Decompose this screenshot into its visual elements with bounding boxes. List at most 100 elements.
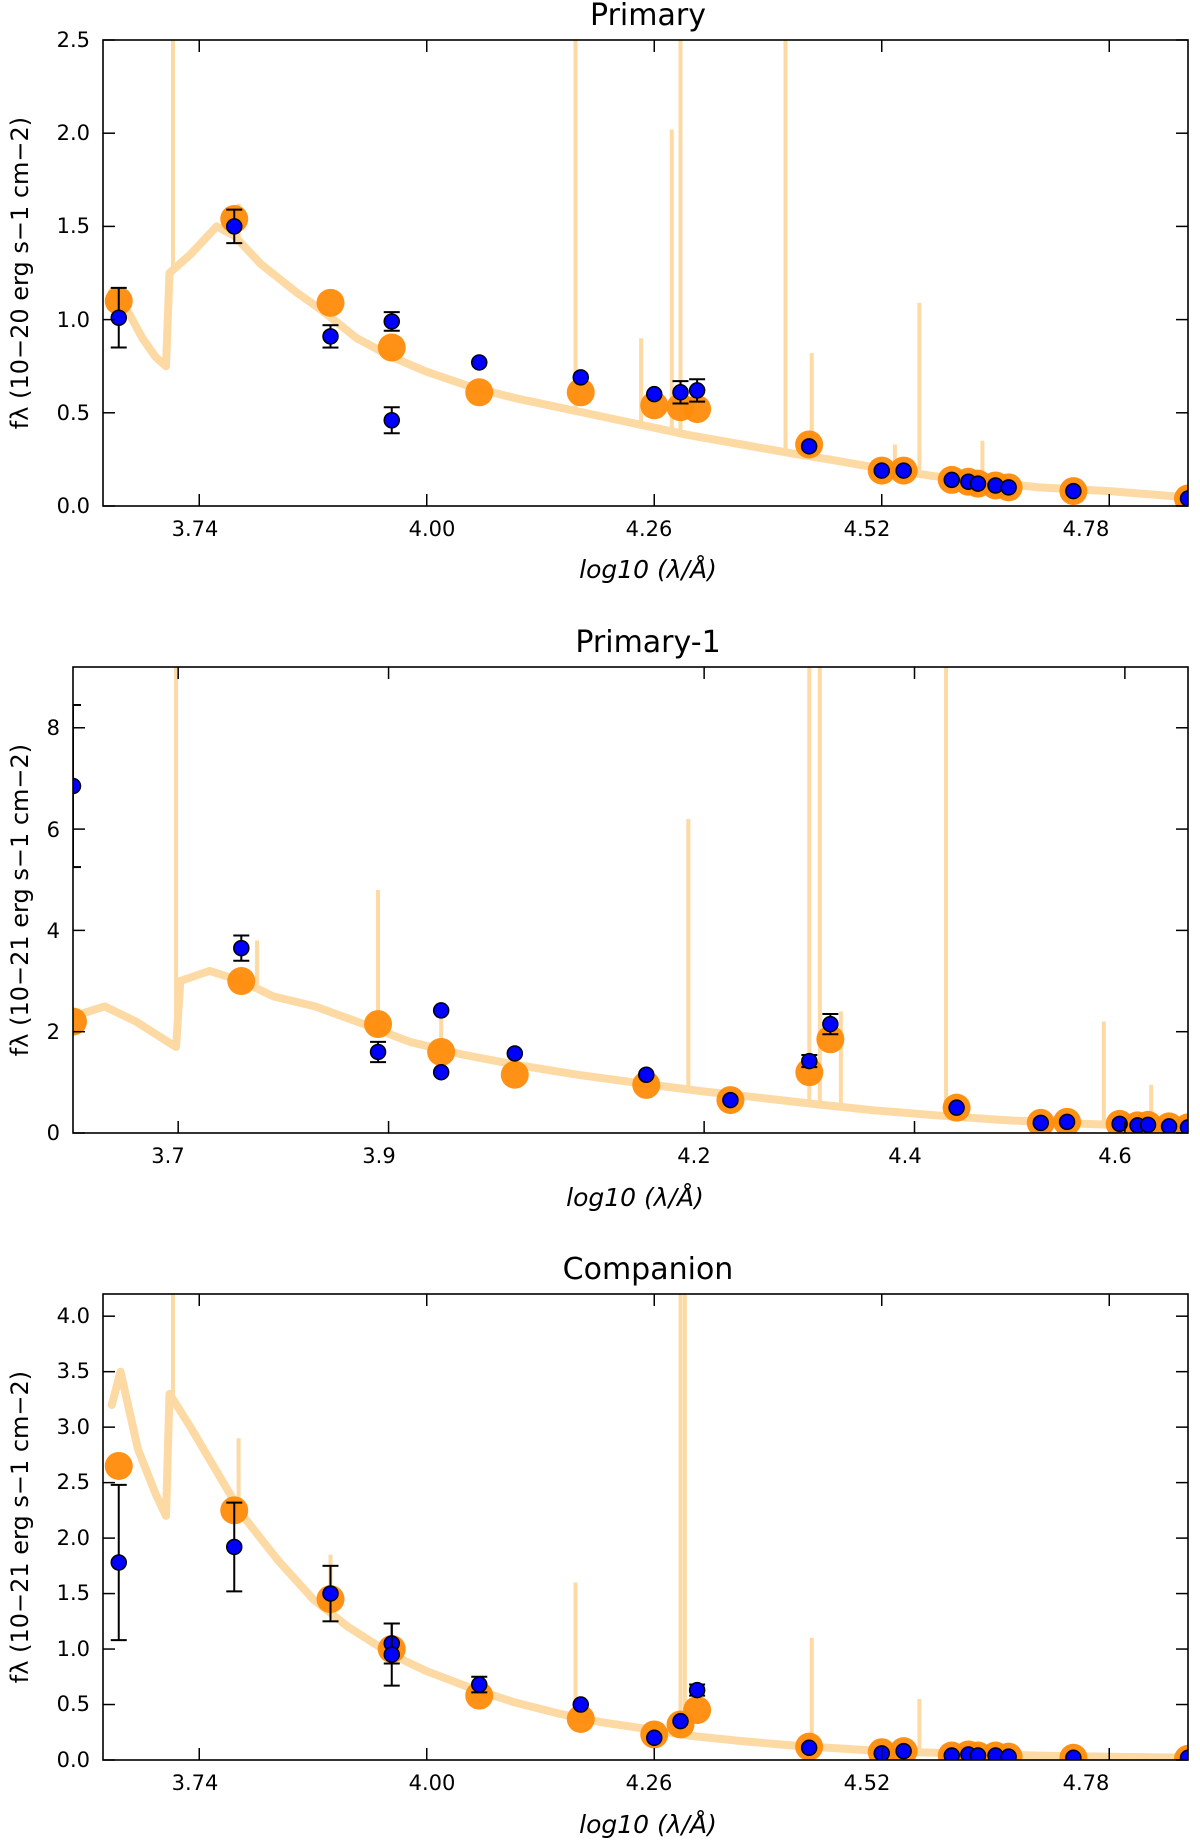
y-ticks: 0.0 0.5 1.0 1.5 2.0 2.5 3.0 3.5 4.0 — [57, 1304, 90, 1772]
observed-point — [383, 412, 400, 429]
x-tick-label: 4.00 — [409, 1771, 456, 1795]
x-tick-label: 3.74 — [172, 517, 219, 541]
y-tick-label: 8 — [47, 716, 60, 740]
plot-frame — [102, 1293, 1189, 1761]
x-tick-label: 3.9 — [362, 1144, 395, 1168]
x-tick-label: 3.74 — [172, 1771, 219, 1795]
plot-area — [104, 40, 1188, 506]
x-tick-label: 3.7 — [151, 1144, 184, 1168]
y-tick-label: 0 — [47, 1121, 60, 1145]
x-tick-label: 4.52 — [844, 517, 891, 541]
y-tick-label: 1.0 — [57, 308, 90, 332]
observed-point — [800, 1739, 818, 1757]
x-tick-label: 4.00 — [409, 517, 456, 541]
observed-point — [1111, 1115, 1128, 1133]
observed-point — [471, 354, 488, 371]
observed-point — [638, 1066, 655, 1083]
x-tick-label: 4.6 — [1098, 1144, 1131, 1168]
observed-point — [1179, 1749, 1188, 1760]
x-tick-label: 4.78 — [1063, 517, 1110, 541]
observed-point — [969, 1747, 987, 1760]
model-point — [364, 1010, 393, 1039]
x-tick-label: 4.52 — [844, 1771, 891, 1795]
observed-point — [646, 1729, 663, 1747]
y-tick-label: 2 — [47, 1020, 60, 1044]
observed-point — [322, 1585, 339, 1602]
observed-point — [895, 1742, 912, 1760]
y-tick-label: 6 — [47, 818, 60, 842]
model-point — [683, 1696, 712, 1725]
y-tick-label: 3.0 — [57, 1415, 90, 1439]
observed-point — [369, 1043, 387, 1061]
y-tick-label: 2.0 — [57, 121, 90, 145]
chart-title: Primary — [590, 0, 706, 33]
observed-point — [722, 1091, 739, 1109]
model-point — [500, 1060, 529, 1089]
observed-point — [688, 382, 706, 399]
panel-primary: Primary 3.74 4.00 4.26 4.52 4.78 0.0 0.5… — [6, 0, 1189, 584]
plot-area — [73, 667, 1188, 1133]
observed-point — [672, 1712, 689, 1730]
y-tick-label: 0.0 — [57, 1748, 90, 1772]
observed-point — [1160, 1118, 1178, 1133]
observed-point — [322, 328, 339, 345]
model-point — [104, 1451, 133, 1480]
y-tick-label: 1.0 — [57, 1637, 90, 1661]
y-tick-label: 2.5 — [57, 1470, 90, 1494]
observed-point — [572, 1696, 589, 1713]
observed-point — [110, 1554, 127, 1571]
plot-frame — [72, 666, 1189, 1134]
x-axis-label: log10 (λ/Å) — [579, 1810, 717, 1839]
x-ticks: 3.7 3.9 4.2 4.4 4.6 — [151, 1144, 1131, 1168]
observed-point — [226, 1538, 243, 1556]
model-point — [377, 333, 406, 362]
y-tick-label: 2.5 — [57, 28, 90, 52]
model-spectrum-line — [73, 966, 1188, 1132]
y-ticks: 0 2 4 6 8 — [47, 716, 60, 1145]
observed-point — [969, 475, 987, 492]
model-point — [227, 967, 256, 996]
observed-point — [506, 1045, 524, 1062]
observed-point — [1000, 479, 1017, 496]
observed-point — [948, 1099, 965, 1116]
observed-point — [800, 438, 818, 455]
plot-area — [104, 1294, 1188, 1760]
tick-marks — [103, 1294, 1188, 1761]
y-tick-label: 3.5 — [57, 1359, 90, 1383]
observed-point — [1058, 1113, 1076, 1131]
observed-point — [383, 1646, 400, 1663]
observed-point — [1000, 1748, 1017, 1760]
observed-point — [1065, 1749, 1082, 1760]
y-axis-label: fλ (10−20 erg s−1 cm−2) — [6, 117, 34, 429]
model-point — [816, 1025, 845, 1054]
model-point — [465, 378, 494, 407]
chart-title: Primary-1 — [575, 625, 720, 660]
y-tick-label: 2.0 — [57, 1526, 90, 1550]
observed-point — [895, 462, 912, 479]
model-point — [316, 288, 345, 317]
observed-point — [233, 939, 250, 957]
observed-point — [471, 1676, 488, 1693]
observed-point — [226, 218, 243, 235]
x-tick-label: 4.2 — [677, 1144, 710, 1168]
y-ticks: 0.0 0.5 1.0 1.5 2.0 2.5 — [57, 28, 90, 518]
x-axis-label: log10 (λ/Å) — [579, 555, 717, 584]
observed-point — [1179, 490, 1188, 506]
observed-point — [822, 1015, 839, 1033]
model-spectrum-line — [107, 1367, 1188, 1760]
model-spectrum-line — [107, 222, 1184, 501]
y-tick-label: 1.5 — [57, 1581, 90, 1605]
plot-frame — [102, 39, 1189, 507]
x-tick-label: 4.26 — [626, 1771, 673, 1795]
panel-companion: Companion 3.74 4.00 4.26 4.52 4.78 0.0 0… — [6, 1252, 1189, 1839]
observed-point — [1032, 1114, 1049, 1132]
chart-title: Companion — [563, 1252, 734, 1287]
model-point — [73, 1007, 87, 1036]
y-tick-label: 4.0 — [57, 1304, 90, 1328]
observed-point — [383, 313, 400, 330]
series-layer — [103, 39, 1188, 507]
observed-point — [801, 1052, 818, 1070]
x-tick-label: 4.26 — [626, 517, 673, 541]
